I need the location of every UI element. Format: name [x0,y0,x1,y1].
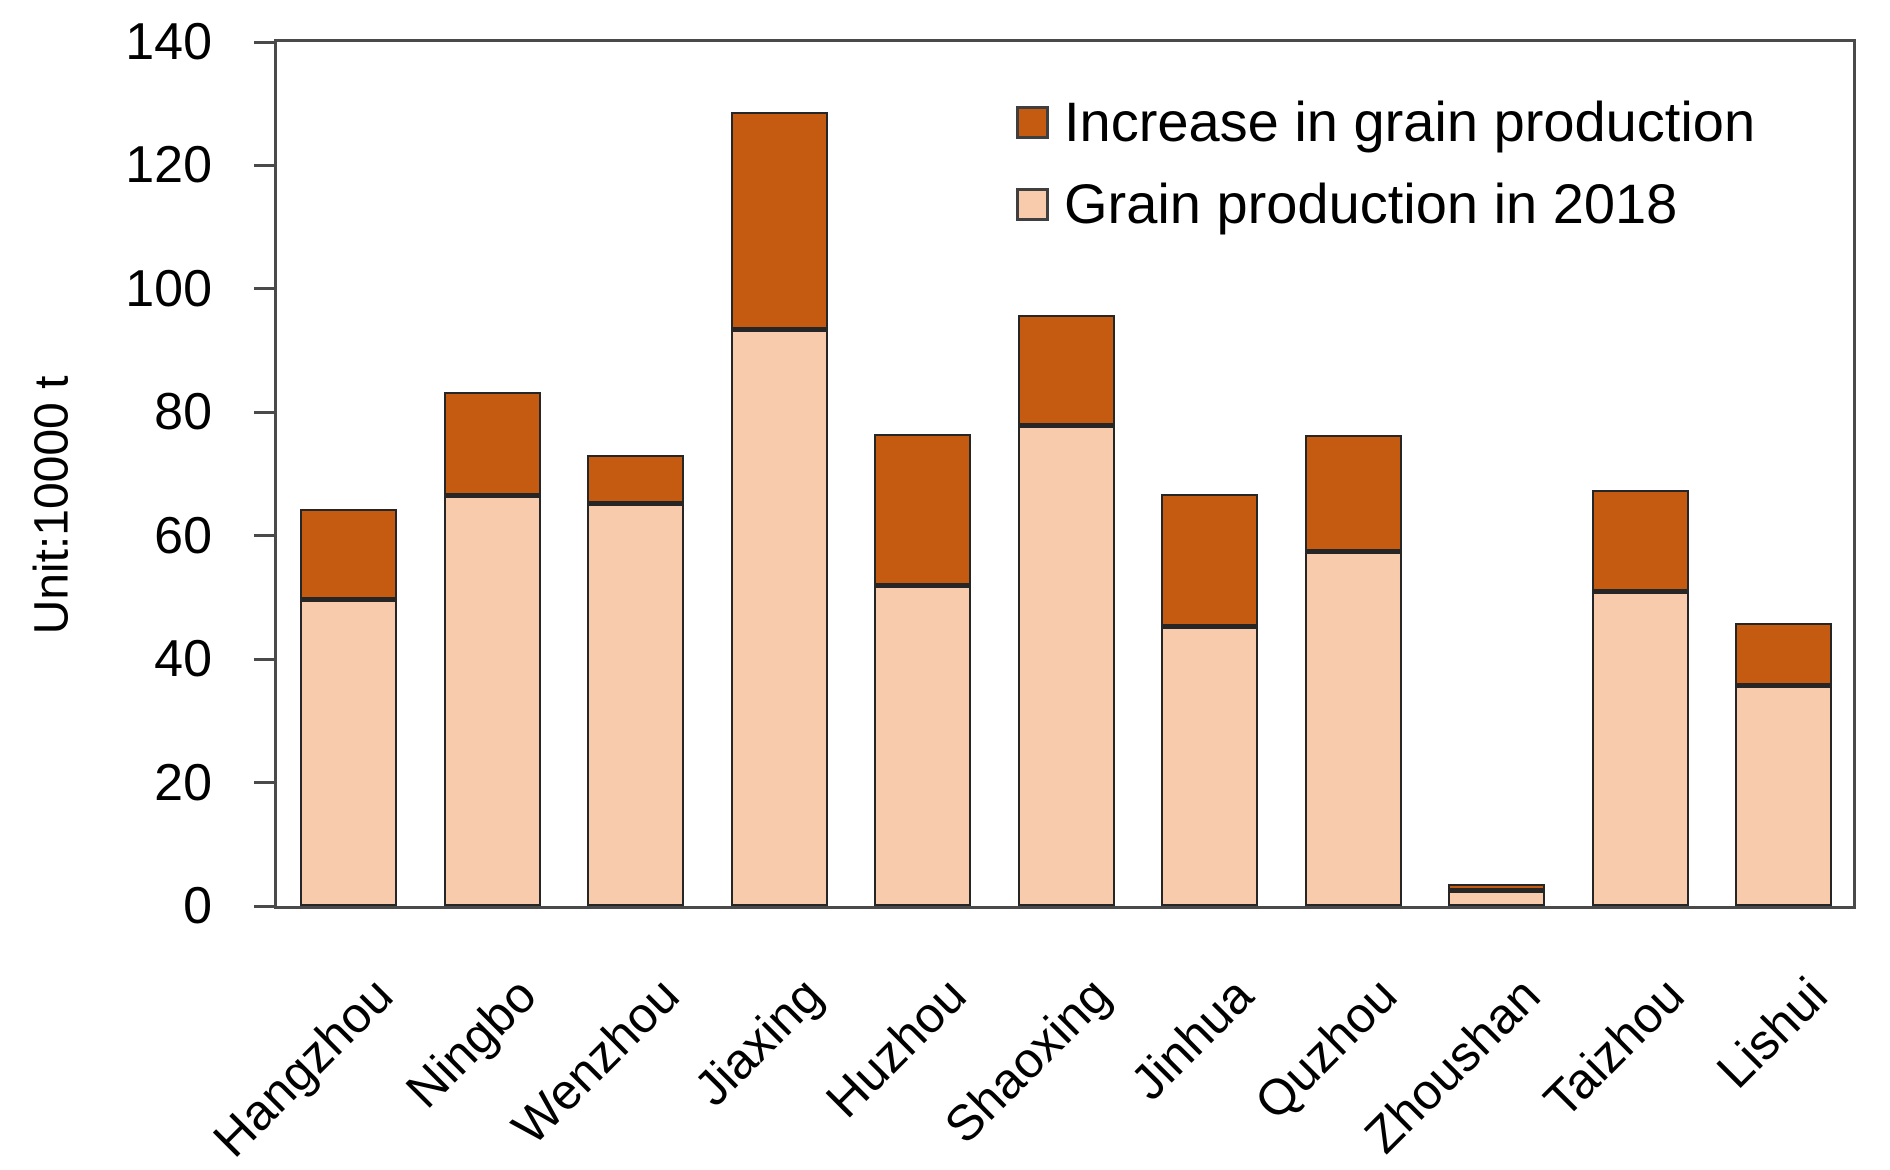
y-tick-label-120: 120 [125,136,212,195]
y-tick-mark-0 [254,904,276,908]
bar-quzhou [1304,435,1402,906]
y-tick-label-60: 60 [154,506,212,565]
legend-label-production-2018: Grain production in 2018 [1064,172,1678,235]
bar-segment-2018-taizhou [1591,592,1689,906]
bar-segment-increase-lishui [1735,623,1832,686]
bar-jiaxing [730,112,828,906]
y-tick-label-0: 0 [183,877,212,935]
y-tick-label-80: 80 [154,383,212,442]
y-tick-label-140: 140 [125,13,212,71]
bar-segment-2018-quzhou [1304,552,1402,906]
y-tick-label-40: 40 [154,630,212,689]
bar-segment-2018-hangzhou [300,600,397,906]
y-tick-label-100: 100 [125,259,212,318]
x-axis-label-hangzhou: Hangzhou [202,966,403,1168]
bar-segment-increase-jinhua [1161,494,1258,627]
bar-shaoxing [1017,315,1115,906]
bar-lishui [1735,623,1832,906]
bar-huzhou [874,434,971,906]
y-tick-mark-120 [254,163,276,167]
y-tick-mark-100 [254,287,276,291]
legend-label-increase: Increase in grain production [1064,90,1756,153]
bar-ningbo [443,392,541,906]
bar-taizhou [1591,490,1689,906]
y-tick-mark-80 [254,410,276,414]
bar-segment-2018-jinhua [1161,627,1258,906]
bar-zhoushan [1448,884,1545,906]
bar-segment-increase-jiaxing [730,112,828,330]
bar-segment-2018-huzhou [874,586,971,906]
legend-item-production-2018: Grain production in 2018 [1016,172,1678,235]
bar-segment-2018-shaoxing [1017,426,1115,906]
bar-segment-2018-wenzhou [587,504,684,906]
legend-item-increase: Increase in grain production [1016,90,1756,153]
plot-area: Increase in grain production Grain produc… [274,39,1856,909]
x-axis-label-lishui: Lishui [1705,966,1838,1099]
bar-hangzhou [300,509,397,906]
y-tick-mark-40 [254,657,276,661]
bar-segment-2018-lishui [1735,686,1832,906]
bar-segment-increase-hangzhou [300,509,397,600]
legend-swatch-increase [1016,105,1049,139]
bar-segment-increase-wenzhou [587,455,684,504]
bar-wenzhou [587,455,684,906]
x-axis-label-taizhou: Taizhou [1532,966,1695,1129]
bar-segment-increase-taizhou [1591,490,1689,592]
bar-segment-2018-jiaxing [730,330,828,906]
bar-segment-2018-zhoushan [1448,891,1545,906]
bar-segment-increase-huzhou [874,434,971,586]
y-tick-label-20: 20 [154,753,212,812]
bar-segment-increase-ningbo [443,392,541,496]
bar-jinhua [1161,494,1258,906]
y-tick-mark-60 [254,534,276,538]
legend-swatch-production-2018 [1016,187,1049,221]
bar-segment-increase-shaoxing [1017,315,1115,426]
x-axis-label-jiaxing: Jiaxing [683,966,834,1117]
bar-segment-2018-ningbo [443,496,541,906]
bar-segment-increase-quzhou [1304,435,1402,552]
y-tick-mark-140 [254,40,276,44]
y-tick-mark-20 [254,781,276,785]
bar-segment-increase-zhoushan [1448,884,1545,891]
